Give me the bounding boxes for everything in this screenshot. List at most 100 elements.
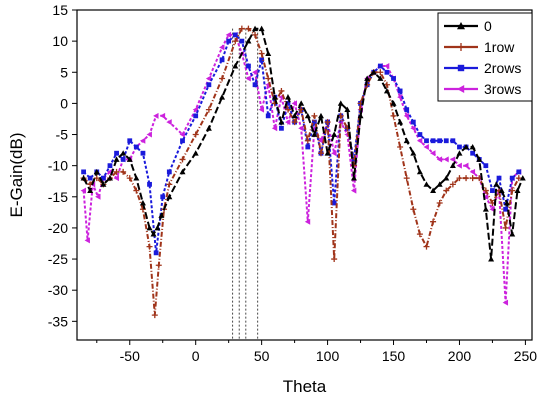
- data-point: [166, 181, 173, 188]
- reference-lines: [232, 28, 259, 340]
- data-point: [317, 137, 324, 144]
- data-point: [304, 218, 311, 225]
- data-point: [383, 87, 390, 94]
- data-point: [463, 175, 470, 182]
- data-point: [285, 100, 291, 106]
- x-tick-label: 150: [382, 348, 406, 364]
- data-point: [519, 175, 526, 181]
- data-point: [206, 82, 212, 88]
- data-point: [298, 125, 304, 132]
- data-point: [449, 181, 456, 188]
- x-tick-label: 0: [192, 348, 200, 364]
- data-point: [140, 150, 146, 156]
- data-point: [298, 106, 305, 113]
- data-point: [311, 131, 318, 137]
- data-point: [245, 25, 252, 32]
- data-point: [456, 162, 462, 169]
- data-point: [126, 156, 133, 162]
- data-point: [443, 156, 449, 163]
- data-point: [139, 206, 146, 213]
- data-point: [146, 131, 152, 138]
- data-point: [232, 38, 239, 45]
- data-point: [391, 76, 396, 81]
- data-point: [120, 157, 126, 162]
- data-point: [344, 106, 351, 113]
- data-point: [403, 112, 410, 119]
- data-point: [416, 137, 423, 144]
- data-point: [377, 63, 383, 69]
- data-point: [483, 163, 489, 169]
- data-point: [95, 193, 101, 200]
- data-point: [246, 63, 251, 69]
- data-point: [150, 231, 157, 237]
- data-point: [377, 69, 384, 76]
- data-point: [80, 175, 87, 181]
- data-point: [423, 181, 430, 187]
- data-point: [80, 187, 86, 194]
- data-point: [350, 187, 357, 194]
- legend-item: 0: [444, 18, 492, 34]
- data-point: [219, 75, 226, 82]
- series-0: [80, 25, 526, 262]
- data-point: [416, 168, 423, 175]
- data-point: [443, 175, 450, 181]
- data-point: [476, 156, 483, 162]
- data-point: [153, 250, 159, 256]
- data-point: [291, 100, 298, 107]
- x-tick-label: 50: [254, 348, 270, 364]
- data-point: [489, 206, 495, 213]
- data-point: [430, 138, 436, 144]
- data-point: [416, 231, 423, 238]
- data-point: [457, 22, 465, 30]
- data-point: [298, 100, 305, 106]
- data-point: [100, 181, 107, 187]
- x-axis-title: Theta: [283, 377, 327, 396]
- data-point: [469, 175, 476, 182]
- y-tick-label: 15: [52, 2, 68, 18]
- data-point: [285, 94, 292, 100]
- legend-item: 1row: [444, 39, 515, 55]
- data-point: [456, 150, 463, 156]
- data-point: [158, 212, 165, 218]
- data-point: [192, 131, 199, 138]
- data-point: [271, 125, 278, 132]
- data-point: [151, 312, 158, 319]
- data-point: [417, 132, 423, 137]
- data-point: [383, 81, 390, 88]
- data-point: [410, 150, 417, 156]
- data-point: [179, 131, 185, 138]
- data-point: [219, 94, 226, 100]
- data-point: [93, 175, 100, 182]
- y-axis-title: E-Gain(dB): [7, 132, 26, 217]
- data-point: [450, 138, 456, 144]
- data-point: [404, 107, 410, 113]
- data-point: [133, 175, 140, 181]
- y-tick-label: 10: [52, 33, 68, 49]
- y-tick-label: 0: [60, 95, 68, 111]
- data-point: [238, 25, 245, 32]
- data-point: [265, 75, 272, 82]
- legend-label: 1row: [484, 39, 515, 55]
- legend-item: 3rows: [444, 81, 521, 97]
- data-point: [403, 175, 410, 182]
- data-point: [93, 168, 100, 175]
- data-point: [147, 181, 152, 187]
- data-point: [192, 150, 199, 156]
- data-point: [469, 143, 476, 150]
- legend-item: 2rows: [444, 60, 521, 76]
- data-point: [180, 138, 185, 144]
- data-point: [423, 143, 429, 150]
- data-point: [279, 125, 284, 131]
- data-point: [219, 57, 225, 63]
- data-point: [443, 187, 450, 194]
- data-point: [232, 32, 238, 38]
- data-point: [179, 168, 186, 175]
- data-point: [456, 175, 463, 182]
- data-point: [166, 169, 172, 175]
- legend-label: 2rows: [484, 60, 521, 76]
- data-point: [424, 138, 429, 144]
- data-point: [133, 144, 139, 150]
- data-point: [311, 112, 318, 119]
- data-point: [390, 100, 397, 106]
- data-point: [154, 224, 161, 231]
